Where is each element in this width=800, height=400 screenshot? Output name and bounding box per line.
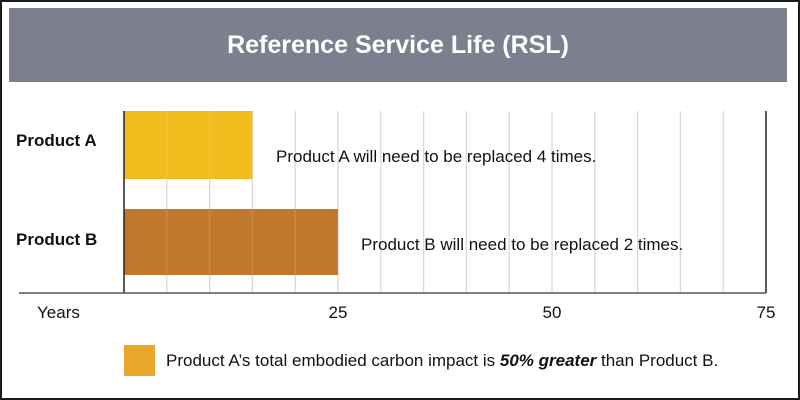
chart-title: Reference Service Life (RSL) xyxy=(227,30,569,59)
bar-product-a xyxy=(124,111,253,179)
annotation-product-b: Product B will need to be replaced 2 tim… xyxy=(361,235,684,254)
bar-product-b xyxy=(124,209,338,275)
legend-text: Product A’s total embodied carbon impact… xyxy=(166,351,718,371)
legend-text-emphasis: 50% greater xyxy=(499,350,597,370)
x-tick-label: 75 xyxy=(756,303,776,322)
x-tick-label: 50 xyxy=(542,303,562,322)
legend-swatch xyxy=(124,345,155,376)
legend-text-before: Product A’s total embodied carbon impact… xyxy=(166,350,500,370)
x-axis-label: Years xyxy=(37,303,80,322)
legend: Product A’s total embodied carbon impact… xyxy=(124,345,718,376)
x-tick-label: 25 xyxy=(328,303,348,322)
category-label-product-a: Product A xyxy=(16,131,97,150)
category-label-product-b: Product B xyxy=(16,230,98,249)
legend-text-after: than Product B. xyxy=(596,350,719,370)
annotation-product-a: Product A will need to be replaced 4 tim… xyxy=(276,147,597,166)
title-banner: Reference Service Life (RSL) xyxy=(9,8,787,82)
